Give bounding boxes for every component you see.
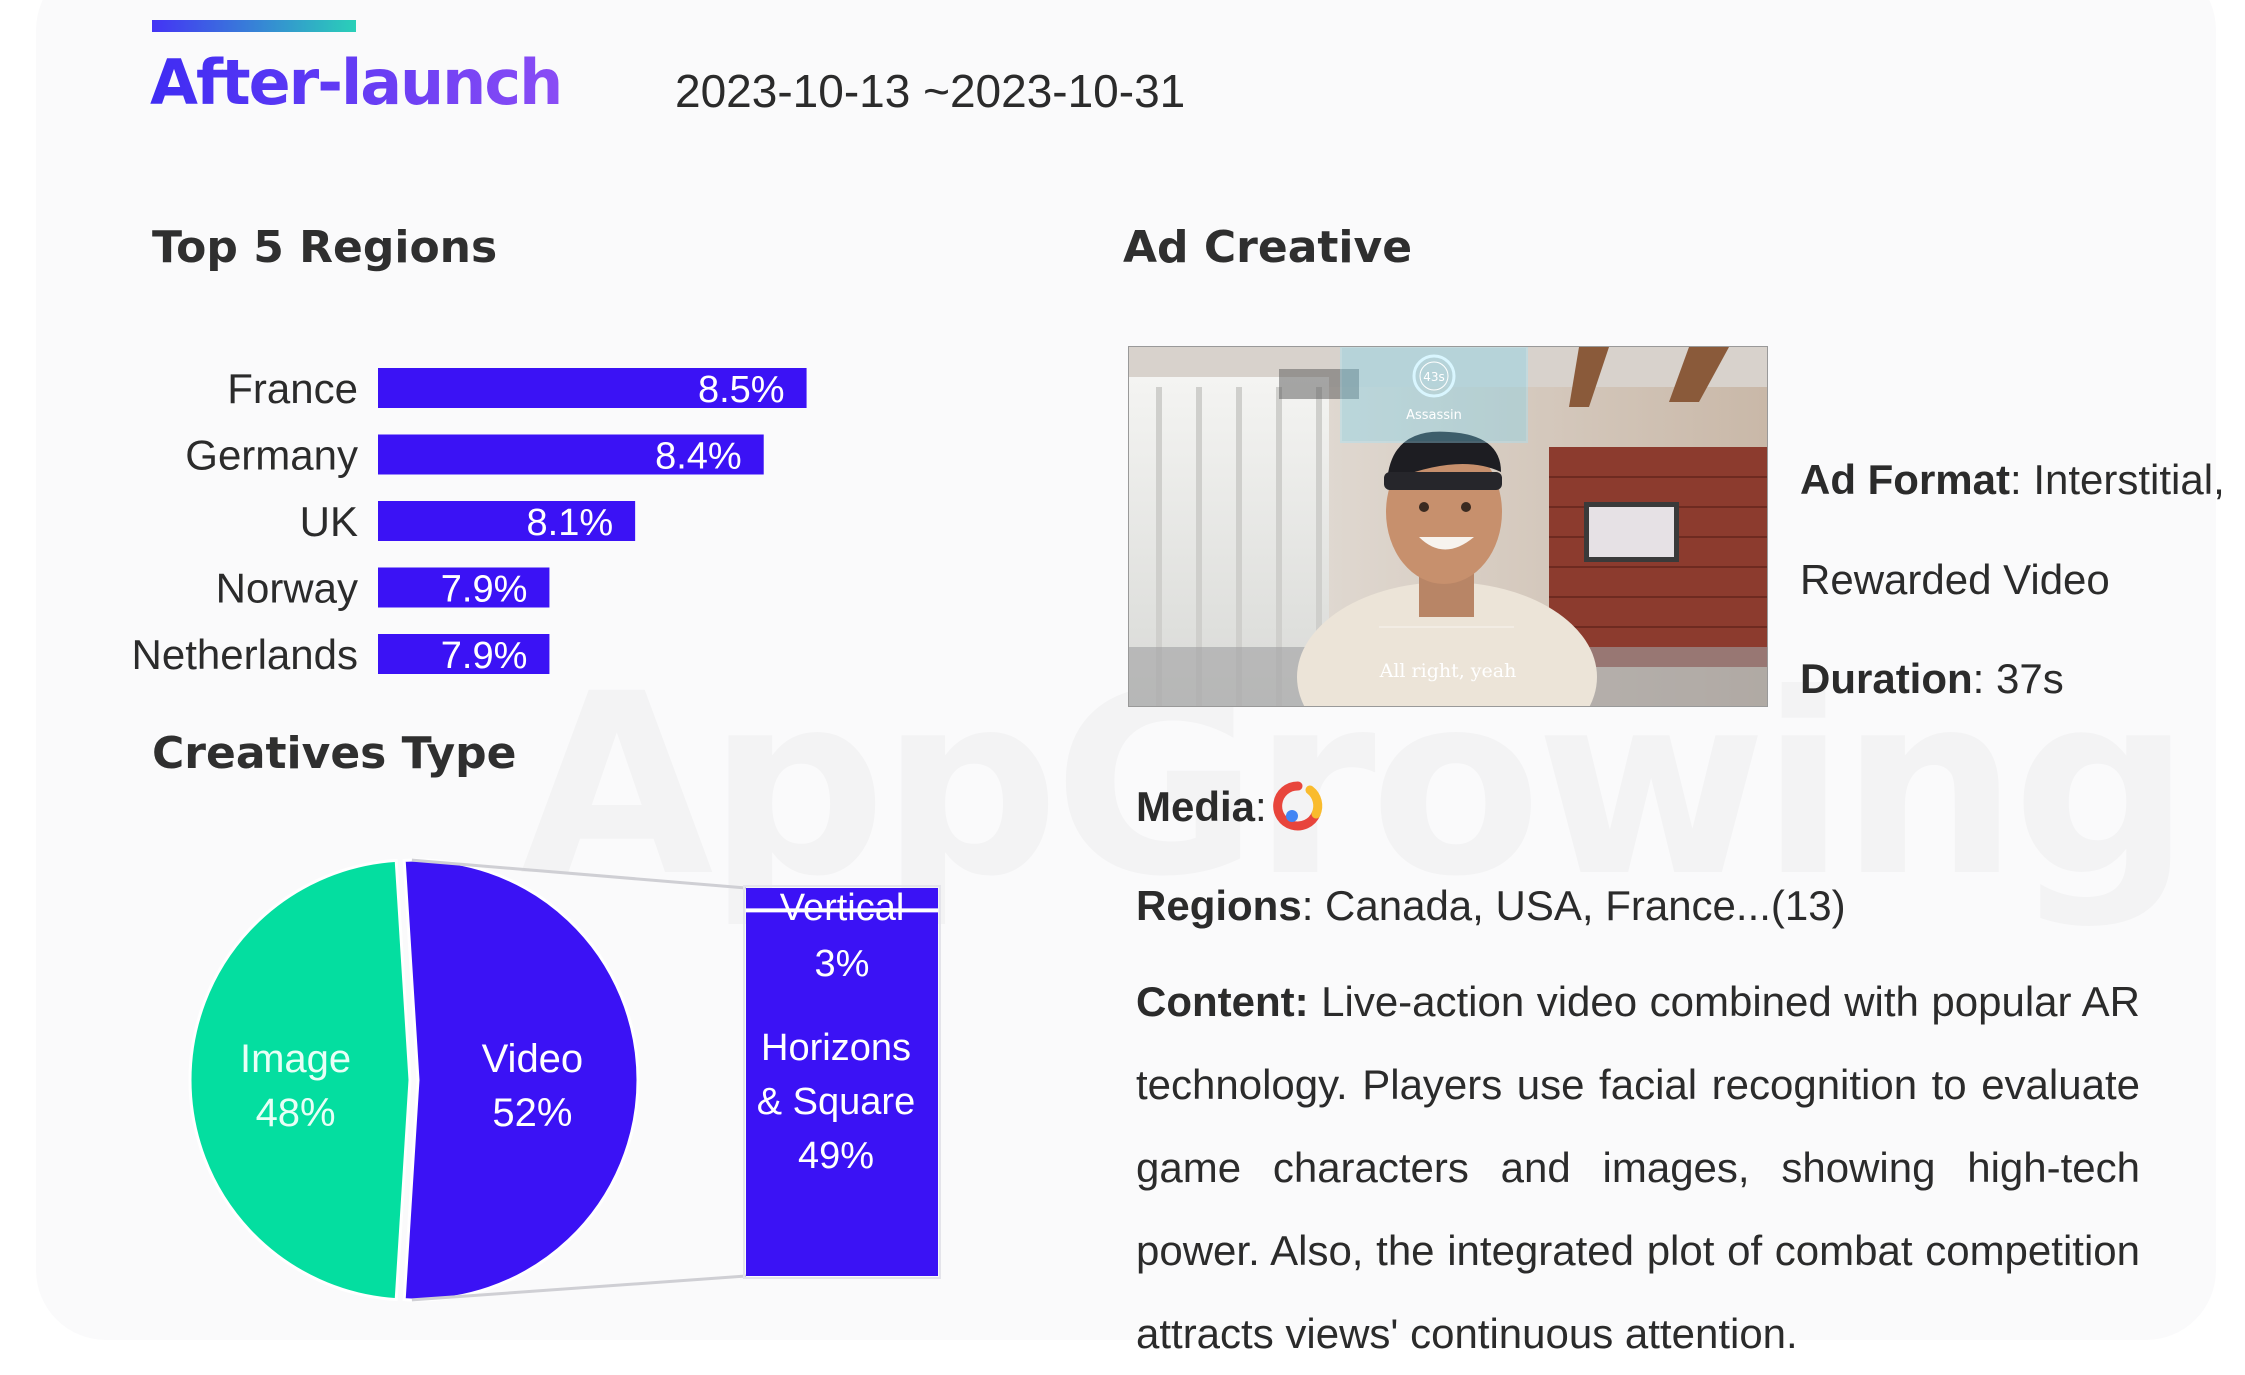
bar-category-label: Germany: [185, 432, 358, 479]
date-range: 2023-10-13 ~2023-10-31: [675, 65, 1186, 117]
bar-value-label: 7.9%: [441, 635, 528, 677]
regions-row: Regions: Canada, USA, France...(13): [1136, 882, 1846, 929]
bar-category-label: Netherlands: [132, 631, 358, 678]
ad-format-row: Ad Format: Interstitial,: [1800, 456, 2225, 503]
breakdown-name-horizons: Horizons: [761, 1027, 911, 1069]
breakdown-segment: [746, 910, 938, 1276]
pie-slice-value: 48%: [256, 1091, 336, 1135]
bar-category-label: Norway: [216, 565, 358, 612]
bar-value-label: 8.1%: [527, 502, 614, 544]
breakdown-value-horizons: 49%: [798, 1135, 874, 1177]
duration-row: Duration: 37s: [1800, 655, 2064, 702]
bar: [378, 501, 636, 541]
content-value: Live-action video combined with popular …: [1136, 978, 2141, 1357]
hud-timer: 43s: [1423, 370, 1445, 384]
bar-value-label: 8.5%: [698, 369, 785, 411]
regions-bar-chart: France 8.5% Germany 8.4% UK 8.1% Norway 7.9% Net…: [132, 365, 807, 678]
accent-bar: [152, 20, 356, 32]
breakdown-connector-top: [411, 858, 747, 890]
breakdown-name-vertical: Vertical: [780, 887, 905, 929]
pie-slice-name: Image: [240, 1037, 351, 1081]
ad-format-label: Ad Format: [1800, 456, 2010, 503]
media-label: Media: [1136, 783, 1256, 830]
breakdown-frame: [743, 885, 941, 1279]
ad-format-value-line1: Interstitial,: [2033, 456, 2225, 503]
bar: [378, 434, 764, 475]
bar-value-label: 8.4%: [655, 436, 742, 478]
pie-slice-name: Video: [482, 1037, 584, 1081]
duration-value: 37s: [1996, 655, 2064, 702]
page-title: After-launch: [150, 46, 563, 119]
media-row: Media:: [1136, 783, 1267, 830]
regions-label: Regions: [1136, 882, 1302, 929]
bar-category-label: UK: [300, 498, 358, 545]
creatives-pie-chart: Image 48% Video 52% Vertical 3% Horizons & Squa…: [188, 858, 941, 1302]
ad-creative-thumbnail[interactable]: 43s Assassin All right, yeah: [1128, 346, 1768, 707]
video-subtitle: All right, yeah: [1379, 660, 1517, 682]
breakdown-value-vertical: 3%: [815, 943, 870, 985]
breakdown-connector-bottom: [411, 1274, 747, 1302]
breakdown-segment: [746, 888, 938, 911]
google-ads-icon: [1273, 781, 1323, 831]
content-label: Content:: [1136, 978, 1309, 1025]
regions-section-title: Top 5 Regions: [152, 222, 498, 273]
bar: [378, 368, 807, 408]
ad-format-value-line2: Rewarded Video: [1800, 556, 2110, 603]
content-description: Content: Live-action video combined with…: [1136, 960, 2140, 1375]
regions-value: Canada, USA, France...(13): [1325, 882, 1846, 929]
ad-section-title: Ad Creative: [1123, 222, 1413, 273]
pie-slice-value: 52%: [492, 1091, 572, 1135]
hud-label: Assassin: [1406, 408, 1462, 423]
bar: [378, 567, 550, 608]
breakdown-name-horizons: & Square: [757, 1081, 915, 1123]
bar-value-label: 7.9%: [441, 569, 528, 611]
duration-label: Duration: [1800, 655, 1973, 702]
pie-slice-video: [402, 858, 640, 1302]
creatives-section-title: Creatives Type: [152, 728, 517, 779]
bar-category-label: France: [227, 365, 358, 412]
bar: [378, 634, 550, 674]
pie-slice-image: [188, 858, 412, 1302]
